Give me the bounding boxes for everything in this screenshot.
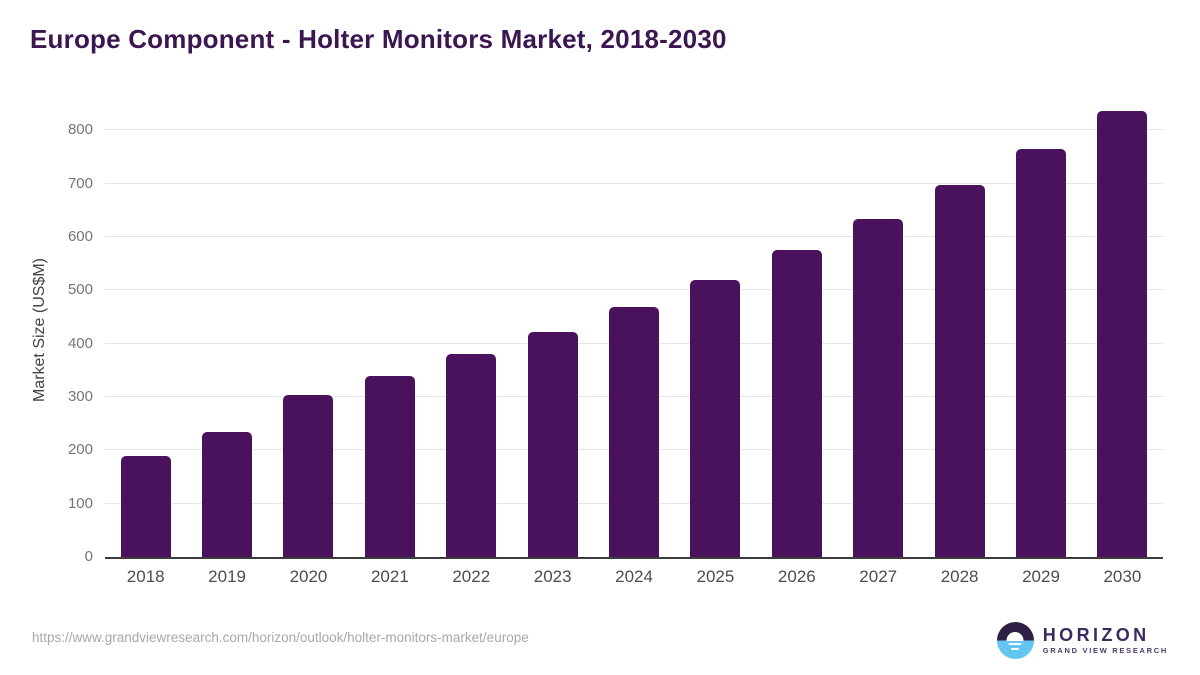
- logo-subtitle: GRAND VIEW RESEARCH: [1042, 646, 1168, 656]
- y-tick-label-600: 600: [67, 228, 93, 246]
- y-axis-title: Market Size (US$M): [31, 257, 48, 403]
- horizon-logo: HORIZON GRAND VIEW RESEARCH: [996, 622, 1168, 659]
- horizon-sun-icon: [996, 622, 1034, 659]
- bar-2021[interactable]: [364, 375, 415, 557]
- bar-column-2027: [838, 100, 919, 557]
- source-url: https://www.grandviewresearch.com/horizo…: [32, 630, 529, 645]
- y-tick-label-300: 300: [67, 388, 93, 406]
- bar-column-2022: [431, 100, 512, 557]
- bar-2029[interactable]: [1015, 149, 1066, 557]
- y-tick-label-500: 500: [67, 281, 93, 299]
- bar-column-2030: [1082, 100, 1163, 557]
- logo-name: HORIZON: [1042, 624, 1150, 645]
- bar-2027[interactable]: [853, 219, 904, 557]
- x-tick-label-2022: 2022: [452, 567, 491, 586]
- y-tick-label-0: 0: [84, 548, 93, 565]
- gridline-600: [105, 236, 1163, 238]
- x-axis-labels: 2018 2019 2020 2021 2022 2023 2024 2025 2026 2027…: [105, 567, 1163, 587]
- bar-column-2023: [512, 100, 593, 557]
- bar-2020[interactable]: [283, 394, 334, 557]
- bar-column-2025: [675, 100, 756, 557]
- y-tick-label-700: 700: [67, 174, 93, 192]
- x-tick-label-2023: 2023: [533, 567, 572, 586]
- gridline-800: [105, 129, 1163, 131]
- x-tick-label-2030: 2030: [1103, 567, 1142, 586]
- bar-column-2026: [756, 100, 837, 557]
- x-tick-label-2028: 2028: [940, 567, 979, 586]
- y-tick-label-400: 400: [67, 334, 93, 352]
- plot-area: 0 100 200 300 400 500 600 700 800: [68, 100, 1163, 565]
- gridline-700: [105, 182, 1163, 184]
- gridline-500: [105, 289, 1163, 291]
- x-tick-label-2021: 2021: [370, 567, 409, 586]
- bar-2018[interactable]: [120, 455, 171, 557]
- logo-sun-arch: [1006, 631, 1024, 641]
- x-tick-label-2018: 2018: [126, 567, 165, 586]
- bar-column-2020: [268, 100, 349, 557]
- bar-2030[interactable]: [1097, 111, 1148, 557]
- logo-reflection-line: [1011, 647, 1020, 650]
- bar-2025[interactable]: [690, 279, 741, 557]
- chart-title: Europe Component - Holter Monitors Marke…: [30, 24, 727, 54]
- bar-column-2019: [186, 100, 267, 557]
- bar-column-2018: [105, 100, 186, 557]
- bar-column-2021: [349, 100, 430, 557]
- bar-column-2024: [593, 100, 674, 557]
- bar-2028[interactable]: [934, 185, 985, 557]
- x-tick-label-2027: 2027: [859, 567, 898, 586]
- bar-2023[interactable]: [527, 331, 578, 557]
- y-tick-label-200: 200: [67, 441, 93, 459]
- x-tick-label-2024: 2024: [615, 567, 653, 586]
- bar-2026[interactable]: [771, 250, 822, 557]
- x-tick-label-2026: 2026: [777, 567, 816, 586]
- y-tick-label-100: 100: [67, 494, 93, 512]
- bar-column-2029: [1000, 100, 1081, 557]
- logo-text: HORIZON GRAND VIEW RESEARCH: [1042, 624, 1168, 656]
- bar-2019[interactable]: [202, 431, 253, 557]
- logo-reflection-line: [1008, 642, 1022, 646]
- bar-2024[interactable]: [609, 307, 660, 557]
- x-tick-label-2020: 2020: [289, 567, 328, 586]
- x-tick-label-2019: 2019: [208, 567, 246, 586]
- x-tick-label-2029: 2029: [1022, 567, 1060, 586]
- bar-column-2028: [919, 100, 1000, 557]
- y-tick-label-800: 800: [67, 121, 93, 139]
- x-tick-label-2025: 2025: [696, 567, 735, 586]
- bars-layer: [105, 100, 1163, 557]
- bar-2022[interactable]: [446, 354, 497, 557]
